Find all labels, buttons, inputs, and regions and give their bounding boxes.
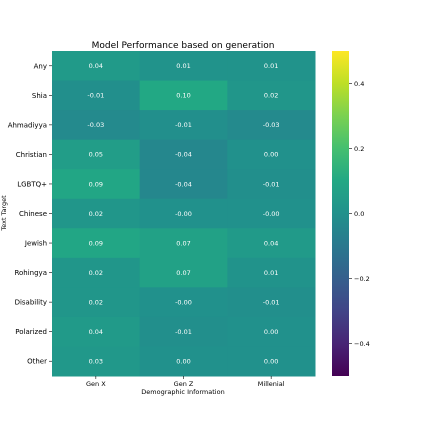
cell-value-label: 0.04 [264,239,278,247]
x-tick-label: Gen X [86,380,106,388]
cell-value-label: 0.02 [89,269,103,277]
colorbar-tick-label: 0.0 [354,210,364,218]
x-tick-label: Millenial [258,380,285,388]
cell-value-label: 0.00 [264,328,278,336]
heatmap-cell [139,198,228,229]
heatmap-cell [227,257,316,288]
heatmap-cell [52,287,141,318]
cell-value-label: 0.10 [176,92,190,100]
heatmap-cell [227,169,316,200]
heatmap-cell [139,346,228,377]
heatmap-cell [52,228,141,259]
cell-value-label: 0.01 [264,269,278,277]
chart-title: Model Performance based on generation [92,41,275,51]
heatmap-cell [139,287,228,318]
heatmap-cell [227,287,316,318]
cell-value-label: 0.00 [264,358,278,366]
heatmap-cell [52,169,141,200]
heatmap-cell-labels: 0.04 0.01 0.01 -0.01 0.10 0.02 -0.03 -0.01 -0.03… [87,62,279,365]
heatmap-cell [139,139,228,170]
cell-value-label: 0.02 [264,92,278,100]
cell-value-label: 0.01 [264,62,278,70]
cell-value-label: -0.01 [87,92,104,100]
heatmap-cell [139,169,228,200]
cell-value-label: 0.07 [176,239,190,247]
x-tick-label: Gen Z [174,380,194,388]
heatmap-cell [139,51,228,82]
heatmap-cell [52,257,141,288]
y-tick-label: Shia [32,92,47,100]
cell-value-label: 0.02 [89,298,103,306]
colorbar-tick-label: 0.4 [354,80,364,88]
cell-value-label: 0.02 [89,210,103,218]
cell-value-label: 0.09 [89,180,103,188]
y-axis-label: Text Target [0,195,8,232]
x-axis-label: Demographic Information [141,388,224,396]
x-axis-ticks: Gen X Gen Z Millenial [86,376,285,388]
y-tick-label: Polarized [15,328,47,336]
cell-value-label: -0.00 [263,210,280,218]
heatmap-cell [52,51,141,82]
cell-value-label: -0.01 [263,180,280,188]
y-tick-label: Christian [16,151,47,159]
cell-value-label: -0.03 [87,121,104,129]
cell-value-label: -0.04 [175,180,192,188]
cell-value-label: -0.04 [175,151,192,159]
colorbar-tick-label: −0.2 [354,275,370,283]
cell-value-label: -0.00 [175,210,192,218]
heatmap-cell [52,198,141,229]
heatmap-cell [227,198,316,229]
y-tick-label: Rohingya [14,269,47,277]
heatmap-cell [227,228,316,259]
cell-value-label: -0.01 [263,298,280,306]
heatmap-cell [227,316,316,347]
heatmap-cell [52,316,141,347]
heatmap-cell [139,316,228,347]
heatmap-cell [139,80,228,111]
cell-value-label: 0.04 [89,328,103,336]
heatmap-cell [139,257,228,288]
heatmap-cell [227,80,316,111]
heatmap-cell [227,51,316,82]
y-tick-label: LGBTQ+ [17,180,47,188]
cell-value-label: -0.01 [175,328,192,336]
cell-value-label: 0.00 [176,358,190,366]
cell-value-label: 0.01 [176,62,190,70]
heatmap-cell [52,110,141,141]
cell-value-label: 0.09 [89,239,103,247]
y-tick-label: Ahmadiyya [8,121,47,129]
heatmap-cell [52,80,141,111]
colorbar-tick-label: 0.2 [354,145,364,153]
colorbar-ticks: 0.4 0.2 0.0 −0.2 −0.4 [349,80,370,348]
heatmap-cell [52,346,141,377]
cell-value-label: 0.03 [89,358,103,366]
y-tick-label: Jewish [24,240,47,248]
colorbar [332,51,349,376]
heatmap-cell [227,139,316,170]
y-tick-label: Other [27,358,47,366]
y-tick-label: Any [34,62,47,70]
cell-value-label: -0.00 [175,298,192,306]
cell-value-label: 0.07 [176,269,190,277]
cell-value-label: 0.00 [264,151,278,159]
heatmap-cell [139,228,228,259]
cell-value-label: 0.05 [89,151,103,159]
y-tick-label: Chinese [19,210,47,218]
heatmap-cell [52,139,141,170]
cell-value-label: -0.03 [263,121,280,129]
y-tick-label: Disability [15,299,47,307]
heatmap-cells [52,51,316,377]
cell-value-label: 0.04 [89,62,103,70]
heatmap-cell [227,346,316,377]
colorbar-tick-label: −0.4 [354,340,370,348]
cell-value-label: -0.01 [175,121,192,129]
heatmap-cell [139,110,228,141]
y-axis-ticks: Any Shia Ahmadiyya Christian LGBTQ+ Chinese Je… [8,62,52,366]
heatmap-cell [227,110,316,141]
